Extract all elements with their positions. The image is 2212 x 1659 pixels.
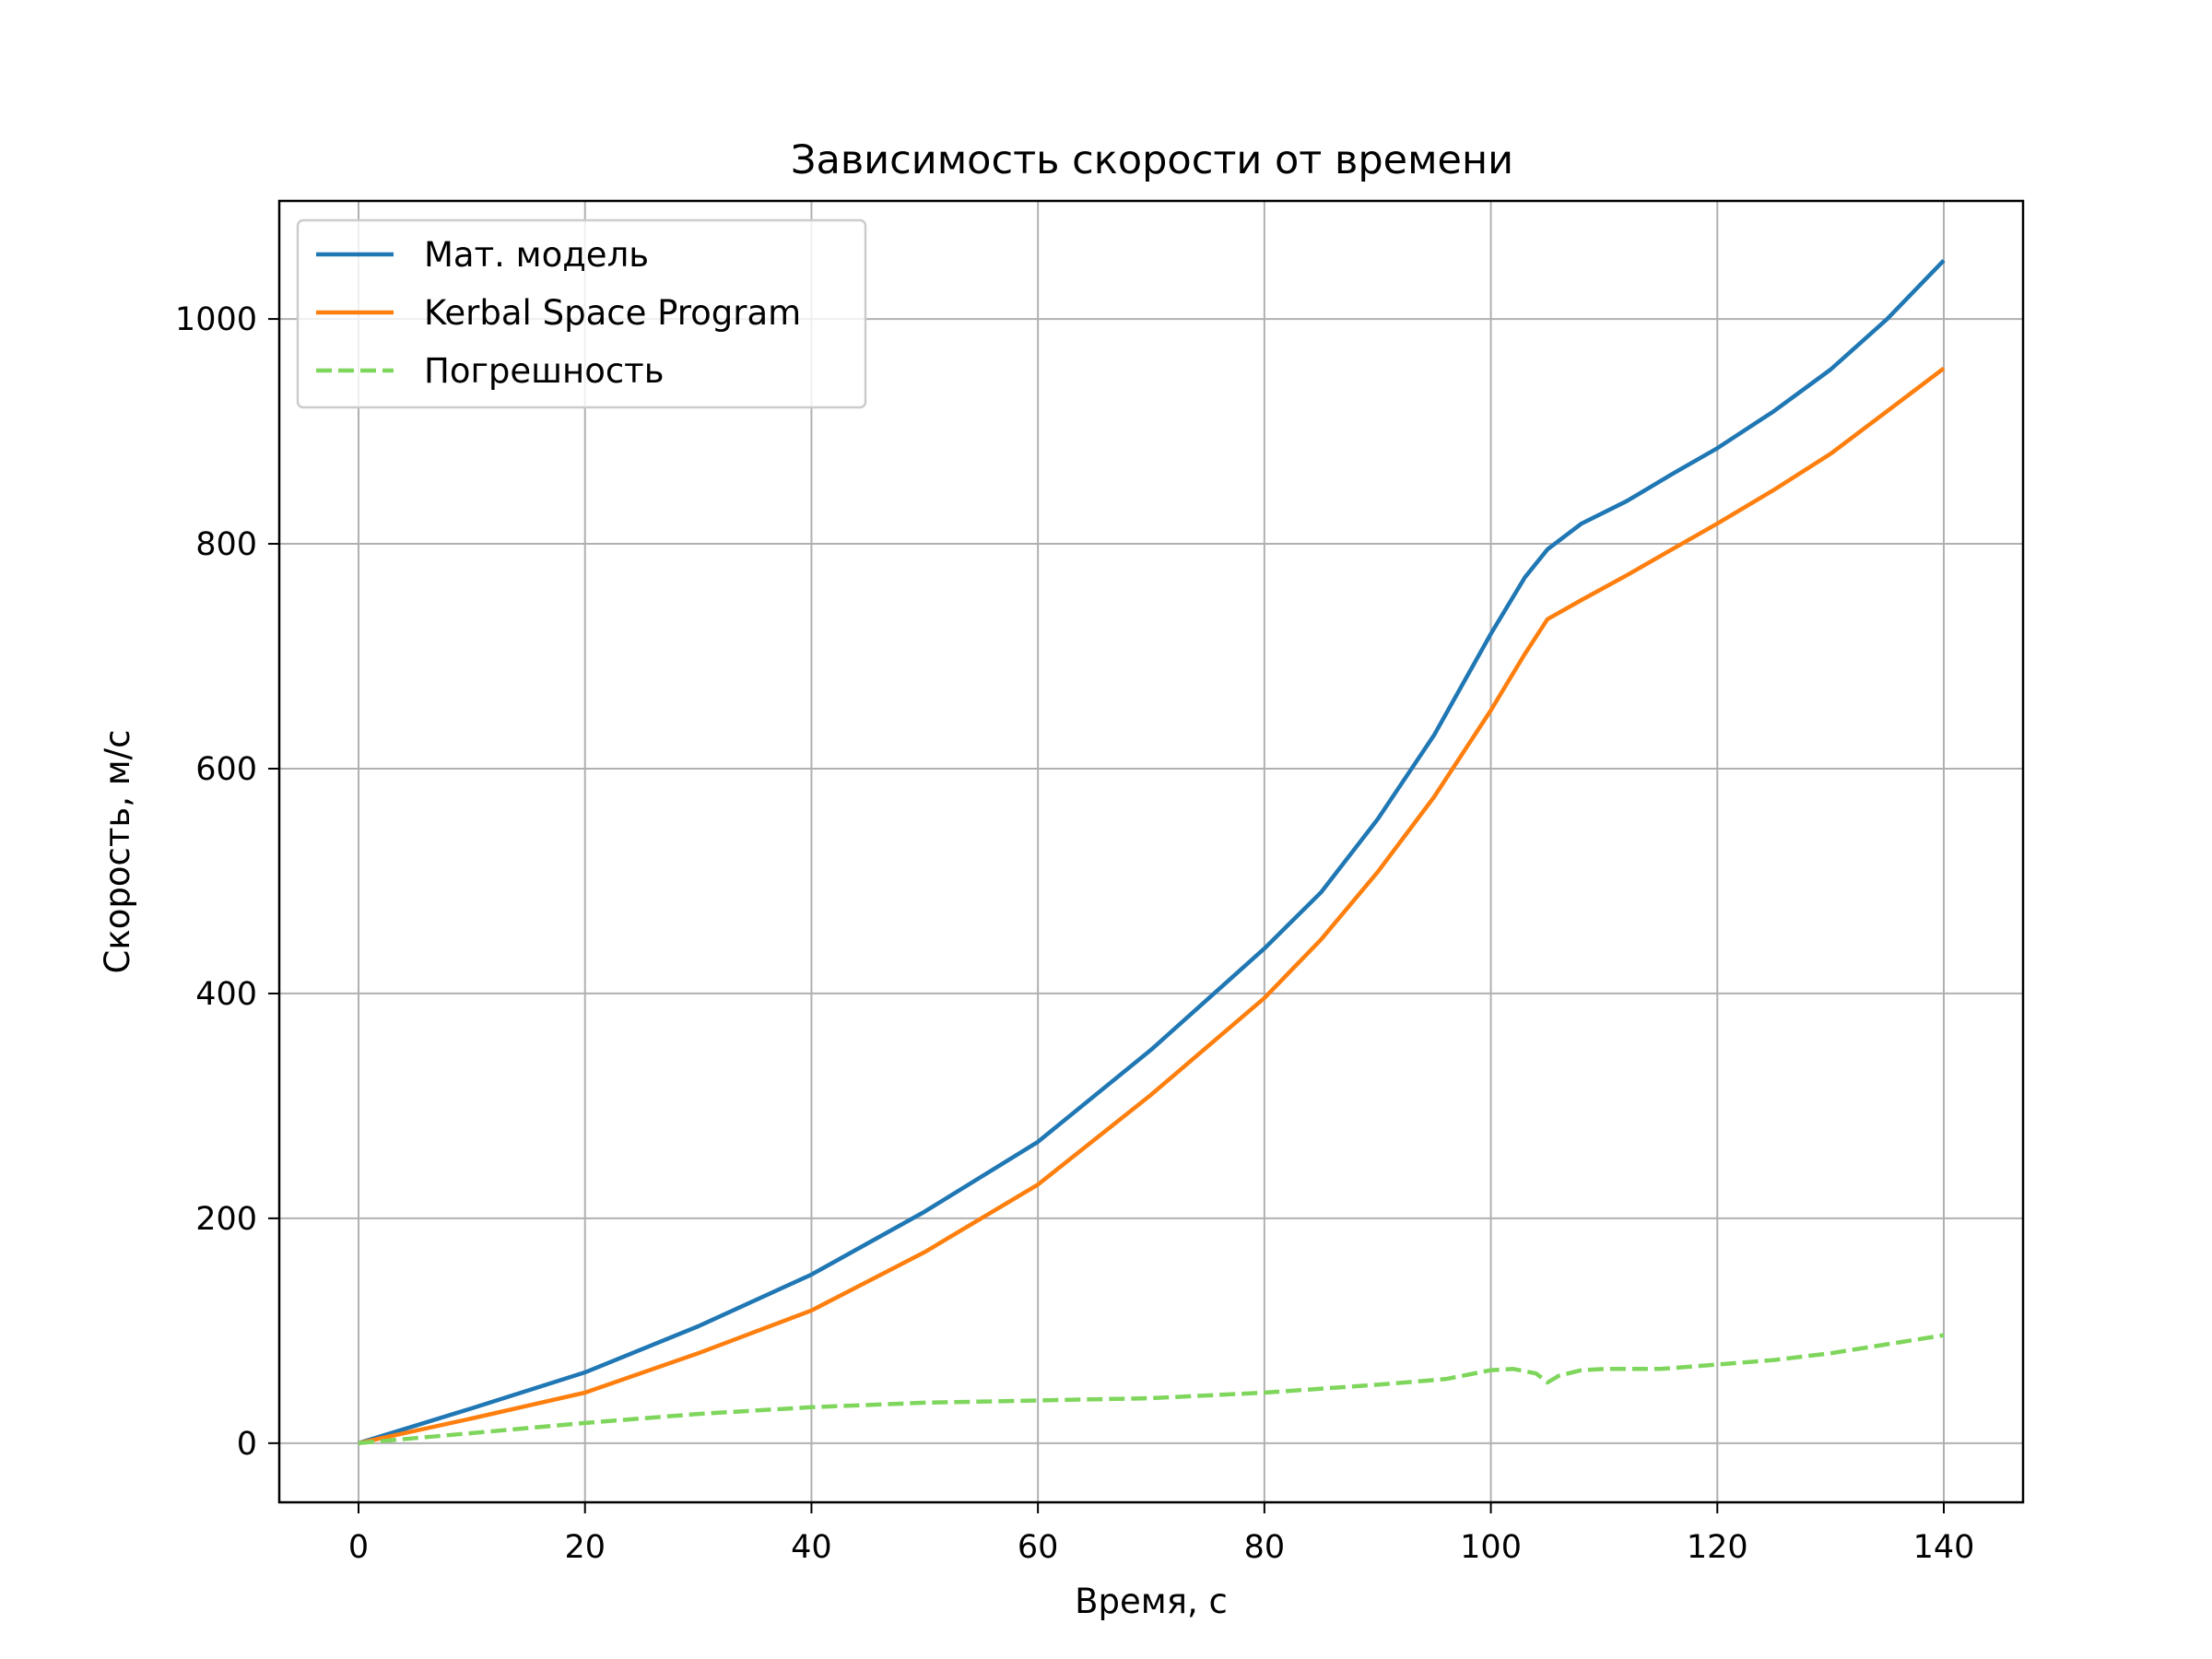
- x-tick-label: 100: [1460, 1529, 1522, 1566]
- x-tick-label: 60: [1018, 1529, 1059, 1566]
- x-tick-label: 0: [348, 1529, 369, 1566]
- x-axis-label: Время, с: [1075, 1582, 1228, 1621]
- y-tick-label: 400: [195, 976, 257, 1013]
- legend-label-1: Мат. модель: [424, 235, 649, 275]
- ticks: 0 20 40 60 80 100 120 140 0 200 400 600 800 1000: [175, 301, 1974, 1566]
- legend: Мат. модель Kerbal Space Program Погрешнос…: [296, 218, 867, 409]
- x-tick-label: 80: [1244, 1529, 1286, 1566]
- series-line-3: [358, 1333, 1945, 1446]
- legend-label-3: Погрешность: [424, 351, 665, 391]
- x-tick-label: 140: [1913, 1529, 1975, 1566]
- x-tick-label: 120: [1687, 1529, 1748, 1566]
- chart-title: Зависимость скорости от времени: [791, 137, 1513, 183]
- x-tick-label: 40: [791, 1529, 832, 1566]
- x-tick-label: 20: [564, 1529, 606, 1566]
- series-line-1: [358, 259, 1946, 1445]
- series-line-2: [358, 366, 1946, 1445]
- y-tick-label: 0: [237, 1426, 257, 1463]
- y-tick-label: 600: [195, 751, 257, 788]
- y-tick-label: 1000: [175, 301, 257, 338]
- y-axis-label: Скорость, м/с: [98, 730, 137, 974]
- legend-box: [296, 218, 867, 409]
- y-tick-label: 200: [195, 1201, 257, 1238]
- series-layer: [358, 259, 1946, 1446]
- legend-label-2: Kerbal Space Program: [424, 293, 801, 333]
- plot-frame: [277, 199, 2025, 1504]
- grid: [279, 201, 2023, 1502]
- y-tick-label: 800: [195, 526, 257, 563]
